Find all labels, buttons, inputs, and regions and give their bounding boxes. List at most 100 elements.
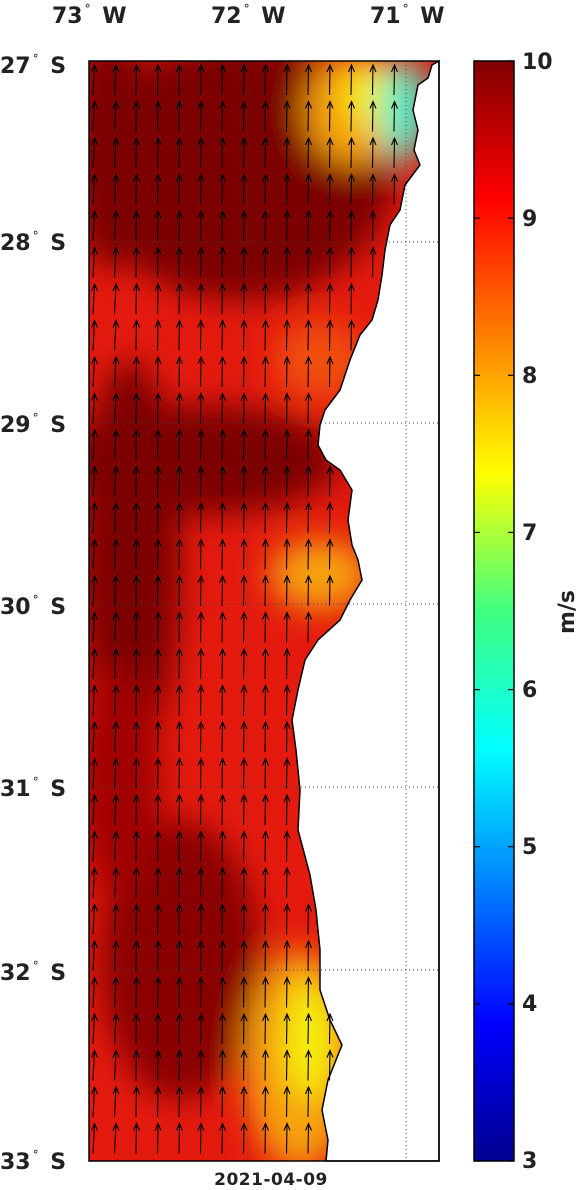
- wind-arrow-shaft: [199, 1050, 202, 1081]
- wind-arrow-head: [261, 501, 270, 511]
- wind-arrow-head: [90, 209, 99, 219]
- lon-label-dir: W: [420, 4, 445, 29]
- wind-arrow-head: [240, 574, 248, 584]
- wind-arrow-shaft: [113, 758, 117, 789]
- wind-arrow-shaft: [135, 867, 138, 899]
- wind-arrow-shaft: [285, 758, 288, 789]
- wind-arrow-shaft: [135, 721, 138, 753]
- wind-arrow-shaft: [285, 940, 288, 972]
- wind-arrow-head: [112, 173, 120, 182]
- wind-arrow-shaft: [242, 831, 245, 862]
- wind-arrow-shaft: [199, 575, 202, 607]
- wind-arrow-shaft: [92, 1013, 96, 1045]
- wind-arrow-head: [218, 428, 227, 438]
- wind-arrow-head: [261, 939, 270, 949]
- wind-arrow-head: [112, 209, 120, 219]
- colorbar-tick-label: 4: [522, 992, 538, 1017]
- wind-arrow-shaft: [242, 685, 245, 716]
- wind-arrow-head: [261, 100, 270, 109]
- wind-arrow-head: [240, 1049, 248, 1058]
- wind-arrow-head: [240, 939, 248, 949]
- wind-arrow-head: [304, 538, 313, 547]
- wind-arrow-head: [112, 246, 120, 255]
- wind-arrow-head: [197, 1085, 205, 1095]
- wind-arrow-head: [175, 647, 184, 657]
- wind-arrow-shaft: [199, 356, 202, 388]
- lat-label-value: 33: [0, 1150, 31, 1175]
- wind-arrow-head: [112, 976, 120, 985]
- wind-arrow-shaft: [242, 794, 245, 826]
- wind-arrow-head: [304, 903, 313, 912]
- wind-arrow-head: [240, 538, 248, 547]
- wind-arrow-shaft: [242, 1123, 245, 1154]
- wind-arrow-shaft: [221, 64, 224, 96]
- wind-arrow-head: [261, 830, 270, 839]
- wind-arrow-head: [261, 63, 270, 73]
- wind-arrow-shaft: [156, 174, 159, 205]
- wind-arrow-shaft: [285, 174, 288, 205]
- wind-arrow-shaft: [328, 283, 331, 315]
- map-date-label: 2021-04-09: [214, 1170, 328, 1190]
- wind-arrow-shaft: [221, 612, 224, 643]
- colorbar-tick-label: 3: [522, 1149, 538, 1174]
- wind-arrow-shaft: [135, 831, 138, 862]
- wind-arrow-shaft: [135, 101, 138, 132]
- wind-arrow-head: [90, 136, 99, 146]
- wind-arrow-shaft: [135, 539, 138, 570]
- wind-arrow-head: [326, 63, 334, 73]
- wind-arrow-head: [112, 136, 120, 146]
- wind-arrow-shaft: [242, 867, 245, 899]
- wind-arrow-head: [326, 136, 334, 146]
- wind-arrow-shaft: [113, 283, 117, 315]
- wind-arrow-head: [154, 1012, 162, 1022]
- wind-arrow-head: [154, 939, 162, 949]
- wind-arrow-shaft: [92, 1123, 96, 1154]
- wind-arrow-shaft: [242, 210, 245, 242]
- wind-arrow-head: [175, 793, 184, 803]
- wind-arrow-shaft: [221, 393, 224, 424]
- wind-arrow-shaft: [135, 685, 138, 716]
- wind-arrow-head: [154, 465, 162, 474]
- wind-arrow-shaft: [135, 1013, 138, 1045]
- wind-arrow-head: [283, 465, 291, 474]
- wind-arrow-head: [261, 1085, 270, 1095]
- wind-arrow-shaft: [221, 429, 224, 461]
- wind-arrow-shaft: [307, 1013, 310, 1045]
- wind-arrow-head: [261, 793, 270, 803]
- wind-arrow-head: [90, 1012, 99, 1022]
- wind-arrow-head: [175, 1049, 184, 1058]
- wind-arrow-shaft: [135, 283, 138, 315]
- wind-arrow-shaft: [92, 977, 96, 1008]
- wind-arrow-head: [283, 538, 291, 547]
- wind-arrow-shaft: [307, 174, 310, 205]
- wind-arrow-head: [261, 428, 270, 438]
- wind-arrow-shaft: [199, 210, 202, 242]
- wind-arrow-shaft: [178, 648, 181, 680]
- wind-arrow-shaft: [264, 210, 267, 242]
- wind-arrow-shaft: [242, 1050, 245, 1081]
- wind-arrow-head: [154, 830, 162, 839]
- wind-arrow-shaft: [199, 247, 202, 278]
- wind-arrow-head: [261, 1122, 270, 1131]
- wind-arrow-shaft: [92, 283, 96, 315]
- wind-arrow-head: [90, 246, 99, 255]
- wind-arrow-shaft: [307, 1086, 310, 1118]
- lat-label-27s: 27 ° S: [0, 52, 67, 79]
- wind-arrow-head: [283, 757, 291, 766]
- wind-arrow-shaft: [328, 1050, 331, 1081]
- wind-arrow-shaft: [307, 466, 310, 497]
- lon-label-dir: W: [102, 4, 127, 29]
- wind-arrow-shaft: [221, 904, 224, 935]
- wind-arrow-shaft: [285, 137, 288, 169]
- wind-arrow-shaft: [264, 575, 267, 607]
- wind-arrow-head: [240, 757, 248, 766]
- wind-arrow-shaft: [113, 64, 117, 96]
- wind-arrow-head: [218, 939, 227, 949]
- wind-arrow-shaft: [307, 575, 310, 607]
- wind-arrow-head: [240, 976, 248, 985]
- wind-arrow-head: [261, 720, 270, 730]
- wind-arrow-head: [218, 209, 227, 219]
- wind-arrow-shaft: [393, 137, 396, 169]
- wind-arrow-shaft: [221, 101, 224, 132]
- wind-arrow-head: [154, 209, 162, 219]
